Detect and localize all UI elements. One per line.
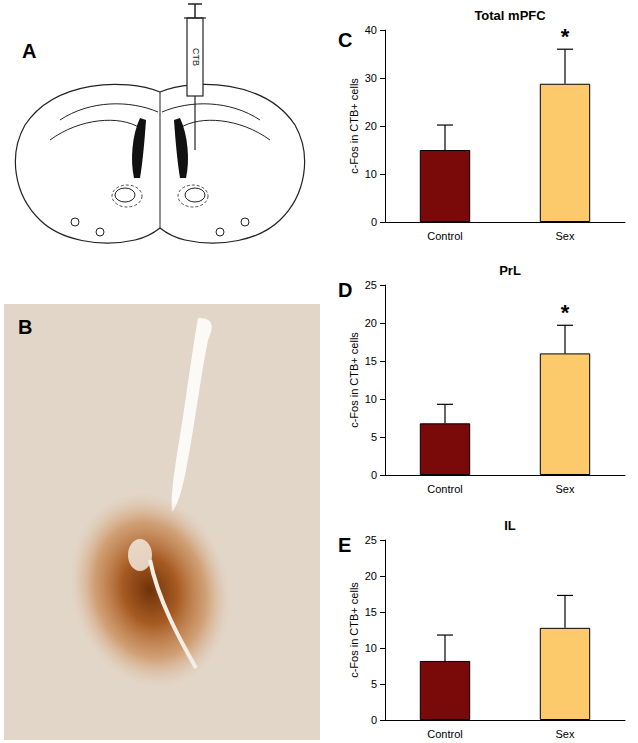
- svg-text:IL: IL: [504, 518, 516, 533]
- svg-text:15: 15: [365, 355, 377, 367]
- svg-text:C: C: [338, 29, 352, 51]
- svg-text:Control: Control: [427, 230, 462, 242]
- svg-text:Sex: Sex: [556, 230, 575, 242]
- svg-text:*: *: [561, 24, 570, 49]
- svg-text:A: A: [22, 40, 36, 62]
- svg-text:30: 30: [365, 72, 377, 84]
- svg-text:5: 5: [371, 431, 377, 443]
- svg-text:0: 0: [371, 469, 377, 481]
- svg-text:c-Fos in CTB+ cells: c-Fos in CTB+ cells: [348, 332, 360, 428]
- svg-text:Sex: Sex: [556, 728, 575, 740]
- svg-text:10: 10: [365, 642, 377, 654]
- svg-text:20: 20: [365, 570, 377, 582]
- svg-text:25: 25: [365, 534, 377, 546]
- svg-text:Control: Control: [427, 483, 462, 495]
- svg-text:40: 40: [365, 24, 377, 36]
- svg-text:15: 15: [365, 606, 377, 618]
- svg-text:B: B: [18, 316, 32, 338]
- svg-text:0: 0: [371, 216, 377, 228]
- svg-text:PrL: PrL: [499, 263, 521, 278]
- svg-text:*: *: [561, 300, 570, 325]
- svg-text:20: 20: [365, 317, 377, 329]
- svg-text:D: D: [338, 279, 352, 301]
- svg-text:10: 10: [365, 393, 377, 405]
- svg-text:25: 25: [365, 279, 377, 291]
- svg-text:Total mPFC: Total mPFC: [474, 8, 546, 23]
- svg-text:Control: Control: [427, 728, 462, 740]
- svg-text:c-Fos in CTB+ cells: c-Fos in CTB+ cells: [348, 582, 360, 678]
- svg-text:E: E: [338, 534, 351, 556]
- svg-text:5: 5: [371, 678, 377, 690]
- svg-text:0: 0: [371, 714, 377, 726]
- svg-text:20: 20: [365, 120, 377, 132]
- svg-text:CTB: CTB: [191, 48, 201, 66]
- svg-text:Sex: Sex: [556, 483, 575, 495]
- svg-text:10: 10: [365, 168, 377, 180]
- svg-text:c-Fos in CTB+ cells: c-Fos in CTB+ cells: [348, 78, 360, 174]
